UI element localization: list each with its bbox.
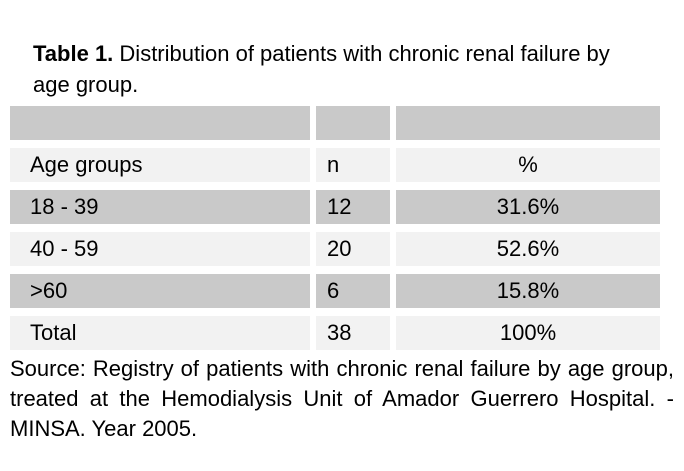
- table-cell-total-percent: 100%: [396, 316, 660, 350]
- empty-header-cell: [316, 106, 390, 140]
- table-cell-percent: 52.6%: [396, 232, 660, 266]
- table-cell-percent: 15.8%: [396, 274, 660, 308]
- empty-header-cell: [396, 106, 660, 140]
- table-cell-total-n: 38: [316, 316, 390, 350]
- data-table: Age groups n % 18 - 39 12 31.6% 40 - 59 …: [10, 106, 660, 350]
- table-cell-total-label: Total: [10, 316, 310, 350]
- table-cell-age-group: >60: [10, 274, 310, 308]
- column-header-percent: %: [396, 148, 660, 182]
- column-header-n: n: [316, 148, 390, 182]
- table-cell-n: 6: [316, 274, 390, 308]
- table-cell-percent: 31.6%: [396, 190, 660, 224]
- table-caption-text: Distribution of patients with chronic re…: [33, 41, 610, 97]
- table-caption: Table 1. Distribution of patients with c…: [33, 38, 651, 100]
- table-caption-label: Table 1.: [33, 41, 114, 66]
- source-note: Source: Registry of patients with chroni…: [10, 356, 674, 441]
- column-header-age-groups: Age groups: [10, 148, 310, 182]
- empty-header-cell: [10, 106, 310, 140]
- table-cell-age-group: 40 - 59: [10, 232, 310, 266]
- table-cell-age-group: 18 - 39: [10, 190, 310, 224]
- table-cell-n: 12: [316, 190, 390, 224]
- table-cell-n: 20: [316, 232, 390, 266]
